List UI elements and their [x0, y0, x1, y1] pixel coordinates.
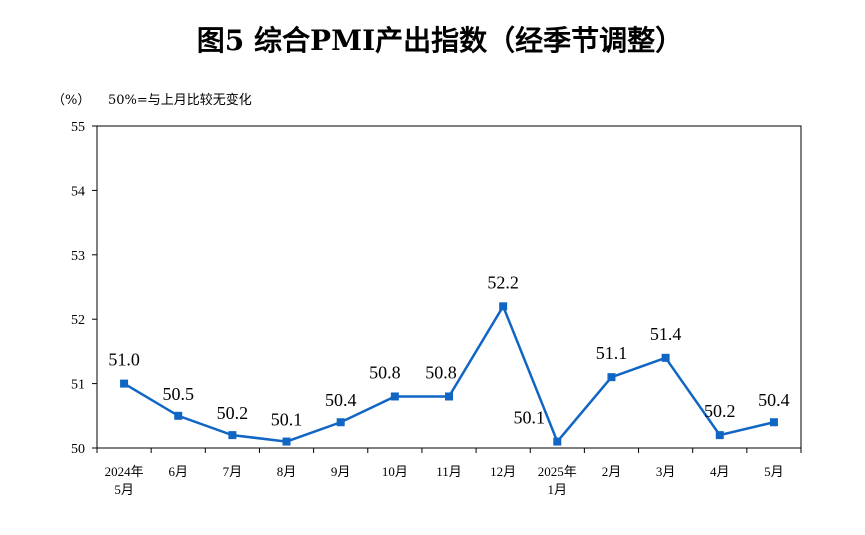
- y-tick-label: 53: [71, 249, 85, 264]
- data-point: [553, 437, 562, 446]
- data-label: 50.4: [758, 390, 790, 410]
- x-axis: 2024年 5月 6月 7月 8月 9月 10月 11月 12月 2025年 1月 2月 3月 4月 5月: [96, 448, 802, 497]
- y-tick-label: 52: [71, 313, 85, 328]
- x-tick-label: 6月: [168, 464, 188, 479]
- x-tick-label: 10月: [382, 464, 408, 479]
- data-point: [607, 373, 616, 382]
- plot-area-frame: [96, 125, 802, 449]
- data-point: [120, 379, 129, 388]
- x-tick-label: 2月: [602, 464, 622, 479]
- series-composite-pmi-output: [120, 302, 778, 446]
- y-tick-label: 55: [71, 120, 85, 135]
- data-point: [499, 302, 508, 311]
- data-point: [445, 392, 453, 401]
- data-point: [336, 418, 345, 427]
- data-label: 50.4: [325, 390, 357, 410]
- x-tick-label: 2025年: [538, 464, 577, 479]
- data-point: [282, 437, 291, 446]
- x-tick-label: 5月: [764, 464, 784, 479]
- data-label: 50.8: [425, 362, 457, 382]
- x-tick-label: 2024年: [105, 464, 144, 479]
- x-tick-label: 5月: [114, 482, 134, 497]
- data-labels: 51.0 50.5 50.2 50.1 50.4 50.8 50.8 52.2 50.1 51.1…: [108, 272, 789, 429]
- baseline-note: 50%=与上月比较无变化: [108, 92, 252, 108]
- data-point: [661, 353, 670, 362]
- data-label: 50.2: [704, 401, 736, 421]
- x-tick-label: 1月: [548, 482, 568, 497]
- chart-title: 图5 综合PMI产出指数（经季节调整）: [197, 24, 683, 57]
- data-label: 50.1: [271, 410, 303, 430]
- data-point: [174, 411, 183, 420]
- y-axis: 50 51 52 53 54 55: [71, 120, 97, 457]
- y-tick-label: 54: [71, 184, 85, 199]
- x-tick-label: 8月: [277, 464, 297, 479]
- data-point: [228, 431, 237, 440]
- data-label: 50.2: [217, 403, 249, 423]
- data-label: 50.5: [162, 384, 194, 404]
- data-point: [390, 392, 399, 401]
- x-tick-label: 9月: [331, 464, 351, 479]
- data-label: 51.1: [596, 343, 628, 363]
- data-label: 52.2: [487, 272, 519, 292]
- y-tick-label: 50: [71, 442, 85, 457]
- x-tick-label: 7月: [223, 464, 243, 479]
- y-tick-label: 51: [71, 378, 85, 393]
- data-point: [769, 418, 778, 427]
- data-point: [715, 431, 724, 440]
- x-tick-label: 4月: [710, 464, 730, 479]
- x-tick-label: 12月: [490, 464, 516, 479]
- data-label: 50.8: [369, 362, 401, 382]
- data-label: 51.0: [108, 350, 140, 370]
- x-tick-label: 11月: [436, 464, 462, 479]
- y-unit-label: （%）: [52, 93, 90, 108]
- x-tick-label: 3月: [656, 464, 676, 479]
- data-label: 51.4: [650, 324, 682, 344]
- data-label: 50.1: [514, 408, 546, 428]
